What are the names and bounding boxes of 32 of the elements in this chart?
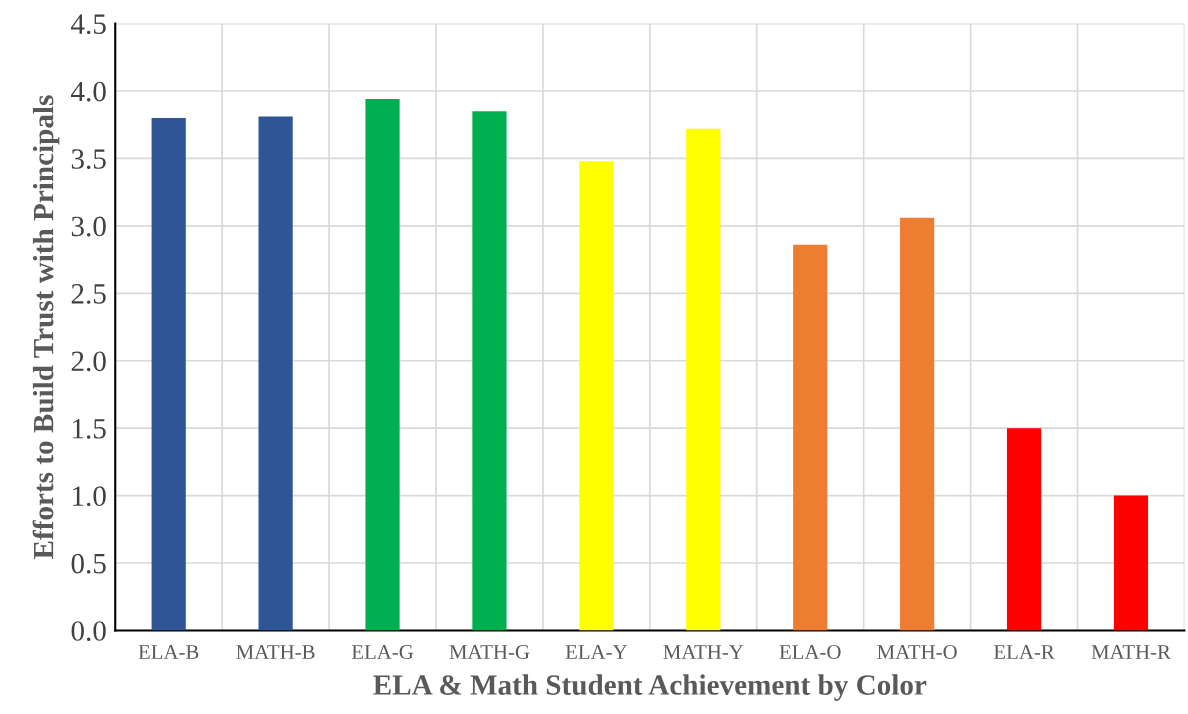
bar [1113, 495, 1149, 631]
y-tick-label: 0.0 [71, 621, 106, 641]
bar [900, 217, 935, 631]
y-tick-label: 4.0 [71, 81, 106, 102]
bar [686, 128, 721, 631]
bar [472, 111, 507, 631]
x-tick-label: MATH-G [449, 645, 530, 660]
y-tick-label: 0.5 [71, 553, 106, 574]
x-tick-label: ELA-R [993, 645, 1055, 659]
x-tick-label: ELA-O [779, 645, 841, 660]
y-tick-label: 1.5 [73, 419, 106, 439]
bar [258, 116, 293, 631]
x-axis-title: ELA & Math Student Achievement by Color [373, 674, 927, 701]
x-tick-label: ELA-B [138, 645, 199, 659]
x-tick-label: ELA-Y [565, 645, 628, 659]
bar [579, 161, 614, 631]
y-tick-label: 2.0 [71, 351, 106, 372]
y-tick-label: 4.5 [71, 14, 106, 35]
bar [1006, 428, 1042, 631]
y-tick-label: 3.5 [71, 149, 106, 169]
y-axis-title: Efforts to Build Trust with Principals [32, 95, 60, 559]
x-tick-label: MATH-R [1091, 645, 1171, 659]
y-tick-label: 3.0 [71, 216, 106, 237]
y-tick-label: 2.5 [71, 284, 106, 304]
x-tick-label: ELA-G [351, 645, 414, 660]
bar [793, 244, 828, 631]
bar [151, 117, 186, 631]
x-tick-label: MATH-B [236, 645, 315, 659]
x-tick-label: MATH-Y [663, 645, 744, 659]
x-tick-label: MATH-O [877, 645, 957, 660]
bar [365, 99, 400, 631]
y-tick-label: 1.0 [73, 486, 106, 507]
